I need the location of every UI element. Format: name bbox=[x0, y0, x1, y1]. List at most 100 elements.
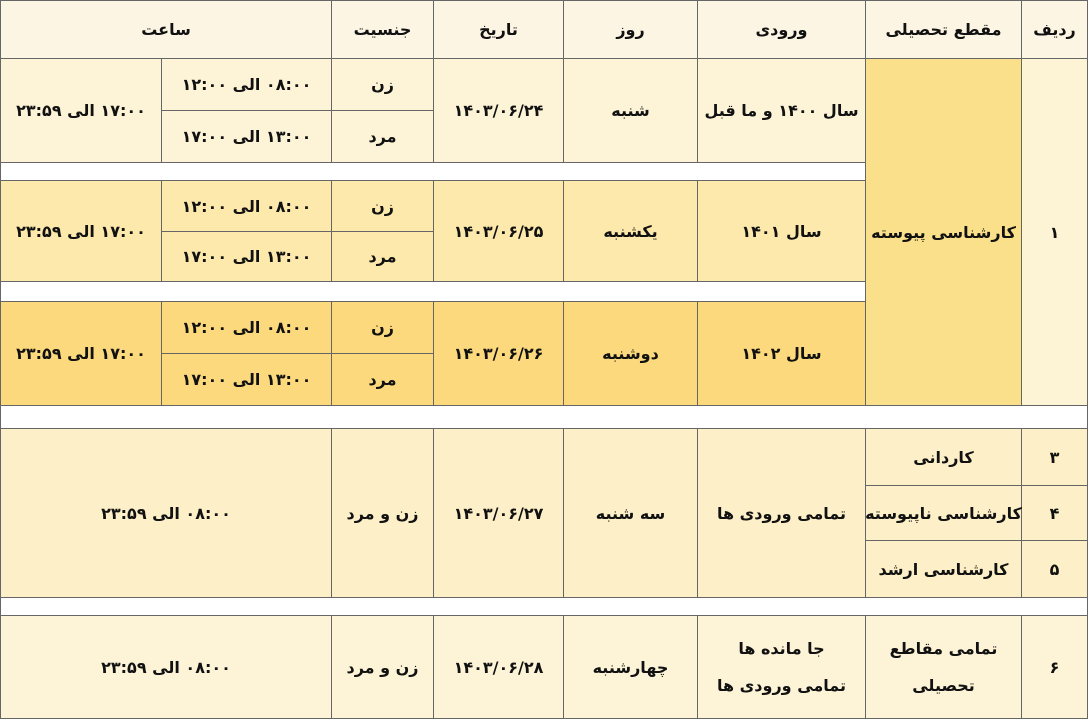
cell-text: تاریخ bbox=[479, 20, 518, 39]
cell-text: تمامی ورودی ها bbox=[716, 676, 847, 695]
day: دوشنبه bbox=[563, 301, 698, 406]
cell-text: مقطع تحصیلی bbox=[885, 20, 1002, 39]
gender: مرد bbox=[331, 353, 434, 406]
cell-text: زن و مرد bbox=[346, 657, 419, 677]
cell-text: زن bbox=[371, 75, 394, 94]
cell-text: ۱ bbox=[1049, 222, 1060, 242]
cell-text: چهارشنبه bbox=[592, 657, 669, 677]
time: ۱۳:۰۰ الی ۱۷:۰۰ bbox=[161, 110, 332, 163]
time: ۱۳:۰۰ الی ۱۷:۰۰ bbox=[161, 231, 332, 282]
time: ۱۷:۰۰ الی ۲۳:۵۹ bbox=[0, 301, 162, 406]
cell-text: یکشنبه bbox=[603, 221, 658, 241]
gender: زن bbox=[331, 180, 434, 232]
time: ۰۸:۰۰ الی ۱۲:۰۰ bbox=[161, 301, 332, 354]
cell-text: کارشناسی ناپیوسته bbox=[865, 503, 1022, 523]
cell-text: زن bbox=[371, 196, 394, 216]
header-cell: ورودی bbox=[697, 0, 866, 59]
header-cell: ردیف bbox=[1021, 0, 1088, 59]
cell-text: سال ۱۴۰۲ bbox=[741, 344, 822, 363]
entry: جا مانده ها تمامی ورودی ها bbox=[697, 615, 866, 719]
entry: سال ۱۴۰۰ و ما قبل bbox=[697, 58, 866, 163]
cell-text: ۱۳:۰۰ الی ۱۷:۰۰ bbox=[181, 370, 312, 389]
cell-text: ۰۸:۰۰ الی ۱۲:۰۰ bbox=[181, 318, 312, 337]
row-number: ۶ bbox=[1021, 615, 1088, 719]
level: کارشناسی ارشد bbox=[865, 540, 1022, 598]
cell-text: زن و مرد bbox=[346, 503, 419, 523]
cell-text: سه شنبه bbox=[595, 503, 666, 523]
cell-text: ۰۸:۰۰ الی ۲۳:۵۹ bbox=[101, 657, 231, 677]
time: ۱۷:۰۰ الی ۲۳:۵۹ bbox=[0, 180, 162, 282]
entry: سال ۱۴۰۱ bbox=[697, 180, 866, 282]
cell-text: تمامی مقاطع bbox=[889, 639, 998, 658]
row-number: ۳ bbox=[1021, 428, 1088, 486]
cell-text: ۵ bbox=[1049, 559, 1060, 579]
cell-text: تحصیلی bbox=[912, 676, 975, 695]
header-cell: تاریخ bbox=[433, 0, 564, 59]
entry: تمامی ورودی ها bbox=[697, 428, 866, 598]
level: تمامی مقاطع تحصیلی bbox=[865, 615, 1022, 719]
cell-text: مرد bbox=[368, 370, 397, 389]
level: کاردانی bbox=[865, 428, 1022, 486]
cell-text: ۳ bbox=[1049, 447, 1060, 467]
cell-text: شنبه bbox=[611, 101, 650, 120]
cell-text: ۱۷:۰۰ الی ۲۳:۵۹ bbox=[16, 101, 146, 120]
cell-text: ۱۴۰۳/۰۶/۲۵ bbox=[453, 221, 544, 241]
header-cell: جنسیت bbox=[331, 0, 434, 59]
header-cell: روز bbox=[563, 0, 698, 59]
cell-text: ورودی bbox=[755, 20, 808, 39]
cell-text: زن bbox=[371, 318, 394, 337]
cell-text: ۴ bbox=[1049, 503, 1060, 523]
cell-text: سال ۱۴۰۱ bbox=[741, 221, 822, 241]
cell-text: جا مانده ها bbox=[738, 639, 825, 658]
cell-text: کارشناسی پیوسته bbox=[871, 222, 1016, 242]
cell-text: ردیف bbox=[1033, 20, 1076, 39]
spacer bbox=[0, 281, 866, 302]
cell-text: ساعت bbox=[141, 20, 191, 39]
time: ۰۸:۰۰ الی ۲۳:۵۹ bbox=[0, 615, 332, 719]
cell-text: ۰۸:۰۰ الی ۱۲:۰۰ bbox=[181, 75, 312, 94]
entry: سال ۱۴۰۲ bbox=[697, 301, 866, 406]
cell-text: ۶ bbox=[1049, 657, 1060, 677]
cell-text: سال ۱۴۰۰ و ما قبل bbox=[704, 101, 859, 120]
date: ۱۴۰۳/۰۶/۲۴ bbox=[433, 58, 564, 163]
date: ۱۴۰۳/۰۶/۲۸ bbox=[433, 615, 564, 719]
gender: زن bbox=[331, 58, 434, 111]
cell-text: مرد bbox=[368, 247, 397, 266]
cell-text: ۱۴۰۳/۰۶/۲۸ bbox=[453, 657, 544, 677]
date: ۱۴۰۳/۰۶/۲۷ bbox=[433, 428, 564, 598]
gender: زن bbox=[331, 301, 434, 354]
day: یکشنبه bbox=[563, 180, 698, 282]
header-cell: مقطع تحصیلی bbox=[865, 0, 1022, 59]
cell-text: کارشناسی ارشد bbox=[878, 559, 1009, 579]
row-number: ۱ bbox=[1021, 58, 1088, 406]
cell-text: کاردانی bbox=[913, 447, 974, 467]
cell-text: مرد bbox=[368, 127, 397, 146]
date: ۱۴۰۳/۰۶/۲۶ bbox=[433, 301, 564, 406]
cell-text: جنسیت bbox=[353, 20, 412, 39]
cell-text: تمامی ورودی ها bbox=[716, 503, 847, 523]
row-number: ۵ bbox=[1021, 540, 1088, 598]
row-number: ۴ bbox=[1021, 485, 1088, 541]
cell-text: ۰۸:۰۰ الی ۲۳:۵۹ bbox=[101, 503, 231, 523]
time: ۰۸:۰۰ الی ۱۲:۰۰ bbox=[161, 180, 332, 232]
day: چهارشنبه bbox=[563, 615, 698, 719]
cell-text: ۱۳:۰۰ الی ۱۷:۰۰ bbox=[181, 247, 312, 266]
gender: مرد bbox=[331, 110, 434, 163]
time: ۱۷:۰۰ الی ۲۳:۵۹ bbox=[0, 58, 162, 163]
cell-text: ۱۴۰۳/۰۶/۲۷ bbox=[453, 503, 544, 523]
cell-text: ۱۷:۰۰ الی ۲۳:۵۹ bbox=[16, 344, 146, 363]
cell-text: ۱۴۰۳/۰۶/۲۴ bbox=[453, 101, 544, 120]
gender: زن و مرد bbox=[331, 428, 434, 598]
cell-text: ۰۸:۰۰ الی ۱۲:۰۰ bbox=[181, 196, 312, 216]
cell-text: ۱۷:۰۰ الی ۲۳:۵۹ bbox=[16, 221, 146, 241]
level: کارشناسی ناپیوسته bbox=[865, 485, 1022, 541]
cell-text: ۱۴۰۳/۰۶/۲۶ bbox=[453, 344, 544, 363]
header-cell: ساعت bbox=[0, 0, 332, 59]
time: ۰۸:۰۰ الی ۱۲:۰۰ bbox=[161, 58, 332, 111]
level: کارشناسی پیوسته bbox=[865, 58, 1022, 406]
cell-text: دوشنبه bbox=[602, 344, 659, 363]
day: سه شنبه bbox=[563, 428, 698, 598]
spacer bbox=[0, 162, 866, 181]
cell-text: ۱۳:۰۰ الی ۱۷:۰۰ bbox=[181, 127, 312, 146]
